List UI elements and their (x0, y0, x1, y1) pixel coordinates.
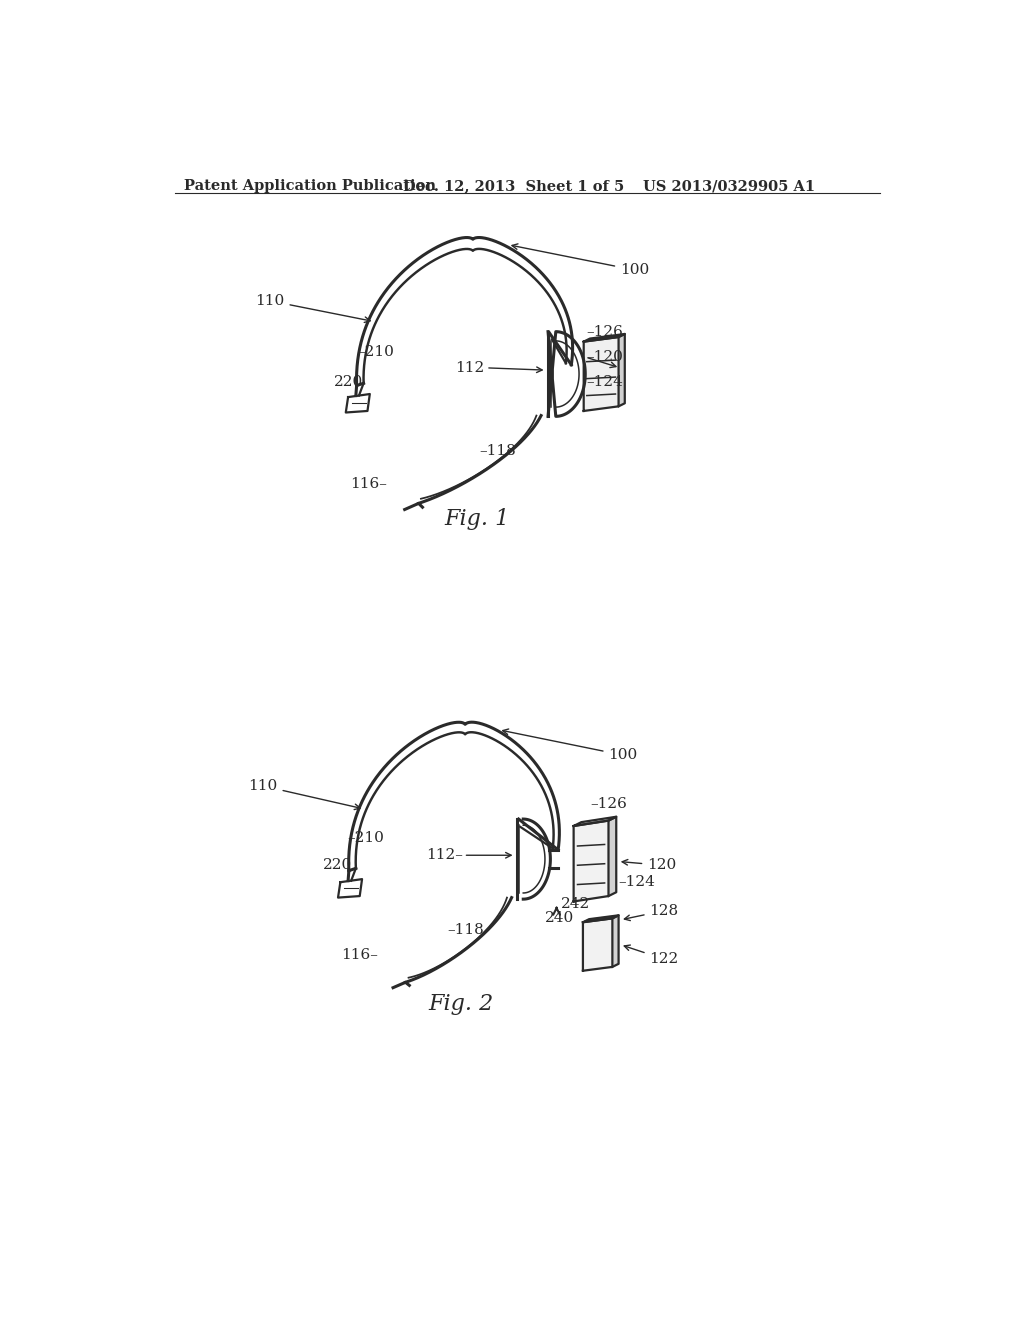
Text: –120: –120 (587, 350, 624, 364)
Text: 122: 122 (625, 945, 679, 966)
Text: –124: –124 (618, 875, 655, 890)
Text: –210: –210 (357, 346, 394, 359)
Text: 112–: 112– (426, 849, 463, 862)
Polygon shape (573, 817, 616, 826)
Polygon shape (608, 817, 616, 896)
Text: Patent Application Publication: Patent Application Publication (183, 180, 436, 193)
Text: 116–: 116– (341, 948, 378, 961)
Polygon shape (584, 337, 618, 411)
Text: –210: –210 (347, 830, 384, 845)
Text: Dec. 12, 2013  Sheet 1 of 5: Dec. 12, 2013 Sheet 1 of 5 (403, 180, 625, 193)
Text: –126: –126 (587, 325, 624, 339)
Text: 128: 128 (625, 904, 679, 920)
Text: Fig. 1: Fig. 1 (444, 508, 509, 529)
Text: US 2013/0329905 A1: US 2013/0329905 A1 (643, 180, 815, 193)
Text: –126: –126 (591, 797, 628, 810)
Text: 242: 242 (560, 896, 590, 911)
Text: 120: 120 (623, 858, 677, 873)
Text: 116–: 116– (350, 477, 387, 491)
Text: 240: 240 (545, 911, 574, 925)
Polygon shape (612, 915, 618, 966)
Text: –124: –124 (587, 375, 624, 388)
Text: 220: 220 (334, 375, 364, 388)
Polygon shape (583, 915, 618, 923)
Polygon shape (583, 919, 612, 970)
Polygon shape (573, 821, 608, 902)
Text: Fig. 2: Fig. 2 (429, 993, 494, 1015)
Text: 220: 220 (324, 858, 352, 873)
Text: 110: 110 (249, 779, 360, 809)
Text: 100: 100 (503, 729, 638, 762)
Text: 100: 100 (512, 244, 649, 277)
Text: 112: 112 (456, 360, 484, 375)
Text: 110: 110 (255, 294, 371, 322)
Text: –118: –118 (447, 923, 484, 937)
Polygon shape (584, 334, 625, 342)
Polygon shape (618, 334, 625, 407)
Text: –118: –118 (479, 444, 516, 458)
